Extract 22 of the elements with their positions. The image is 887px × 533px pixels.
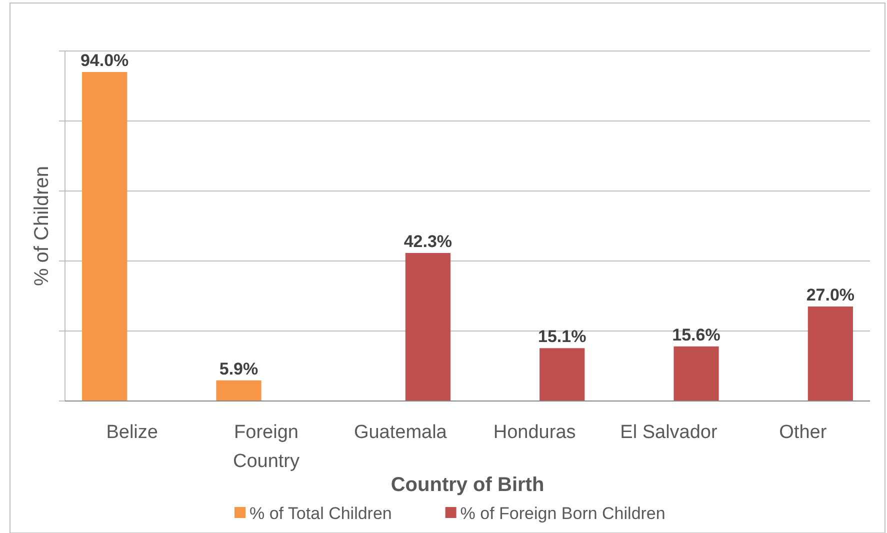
data-label: 5.9% <box>219 359 258 378</box>
legend-label: % of Foreign Born Children <box>460 504 666 523</box>
bar <box>540 348 585 401</box>
data-label: 94.0% <box>80 51 129 70</box>
data-label: 15.6% <box>672 325 720 344</box>
x-axis-title: Country of Birth <box>390 474 544 496</box>
legend-label: % of Total Children <box>250 504 392 523</box>
x-tick-label: Other <box>779 422 828 443</box>
x-tick-label: Foreign Country <box>232 422 300 472</box>
y-axis-title: % of Children <box>31 166 53 286</box>
bar <box>82 72 128 401</box>
data-label: 27.0% <box>806 286 855 304</box>
data-label: 42.3% <box>404 232 452 251</box>
bar <box>674 346 719 401</box>
x-tick-label: Honduras <box>493 422 576 443</box>
x-tick-label: El Salvador <box>620 422 718 443</box>
x-tick-label: Guatemala <box>354 422 448 443</box>
bar <box>808 306 853 401</box>
x-tick-label: Belize <box>106 422 158 443</box>
data-label: 15.1% <box>538 327 586 346</box>
bar <box>216 380 262 401</box>
bar <box>405 252 450 401</box>
